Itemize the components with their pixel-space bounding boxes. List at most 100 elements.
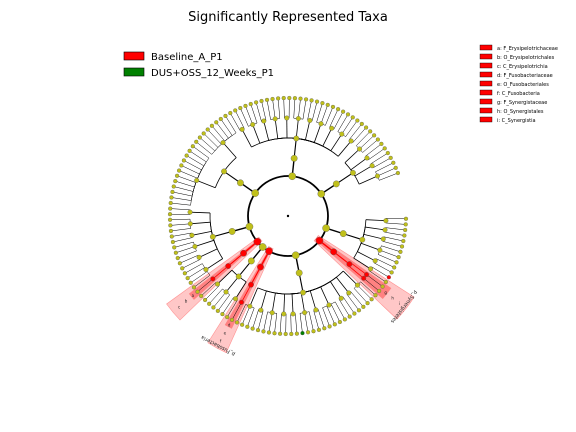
tree-node-171 xyxy=(318,121,324,127)
tree-node-44 xyxy=(337,319,342,325)
tree-node-27 xyxy=(361,275,367,281)
tree-node-71 xyxy=(265,247,273,255)
taxa-swatch-b xyxy=(479,53,493,60)
tree-node-179 xyxy=(345,112,351,117)
clade-letter-d: d xyxy=(228,323,231,328)
tree-node-87 xyxy=(203,297,208,303)
tree-node-60 xyxy=(269,310,275,316)
tree-node-147 xyxy=(239,126,245,132)
tree-node-31 xyxy=(300,289,306,296)
tree-node-50 xyxy=(302,310,308,316)
tree-node-167 xyxy=(303,97,309,102)
tree-node-118 xyxy=(168,206,173,211)
tree-node-37 xyxy=(361,304,366,309)
tree-node-86 xyxy=(215,281,220,287)
tree-node-192 xyxy=(364,155,370,161)
legend-label-0: Baseline_A_P1 xyxy=(151,52,223,63)
tree-node-41 xyxy=(347,314,352,319)
tree-node-51 xyxy=(311,329,316,334)
tree-node-54 xyxy=(290,311,296,317)
tree-node-65 xyxy=(255,328,261,333)
tree-node-136 xyxy=(194,139,199,144)
tree-node-42 xyxy=(326,302,332,308)
tree-node-20 xyxy=(386,275,391,280)
tree-node-43 xyxy=(342,317,347,322)
tree-node-66 xyxy=(250,326,255,331)
tree-node-152 xyxy=(243,103,248,109)
tree-node-188 xyxy=(357,146,363,152)
tree-node-116 xyxy=(187,209,193,215)
tree-node-199 xyxy=(391,160,396,165)
tree-node-58 xyxy=(283,331,288,337)
tree-node-78 xyxy=(235,273,242,280)
tree-node-102 xyxy=(196,254,202,260)
tree-node-195 xyxy=(369,163,375,169)
tree-node-131 xyxy=(181,158,186,163)
tree-node-3 xyxy=(383,218,389,224)
taxa-legend: a: F_Erysipelotrichaceae b: O_Erysipelotr… xyxy=(479,44,558,124)
tree-node-47 xyxy=(313,307,319,313)
root-node xyxy=(286,214,290,218)
tree-node-9 xyxy=(380,236,386,242)
tree-node-81 xyxy=(220,312,225,317)
tree-node-103 xyxy=(180,266,185,271)
tree-node-99 xyxy=(188,280,193,285)
tree-node-129 xyxy=(177,168,182,173)
tree-node-63 xyxy=(261,329,266,334)
tree-node-155 xyxy=(254,100,259,105)
taxa-swatch-i xyxy=(479,116,493,123)
tree-node-189 xyxy=(368,129,373,134)
legend-label-1: DUS+OSS_12_Weeks_P1 xyxy=(151,68,274,79)
tree-node-138 xyxy=(201,131,206,136)
clade-letter-g: g xyxy=(384,290,387,295)
tree-node-11 xyxy=(399,244,405,249)
tree-node-127 xyxy=(173,179,178,184)
tree-node-143 xyxy=(223,113,228,119)
tree-node-64 xyxy=(258,307,264,313)
tree-node-165 xyxy=(292,96,297,101)
tree-node-183 xyxy=(359,121,364,127)
tree-node-110 xyxy=(170,239,175,245)
tree-node-46 xyxy=(327,324,332,329)
tree-node-105 xyxy=(192,244,198,250)
clade-letter-c: c xyxy=(178,305,180,310)
tree-node-26 xyxy=(380,284,385,289)
tree-node-83 xyxy=(215,308,220,313)
tree-node-1 xyxy=(339,230,347,237)
tree-node-17 xyxy=(392,265,397,270)
tree-node-196 xyxy=(385,150,390,156)
tree-node-98 xyxy=(191,285,197,290)
tree-node-30 xyxy=(295,269,303,277)
tree-node-130 xyxy=(179,163,184,168)
tree-node-84 xyxy=(211,305,216,310)
tree-node-90 xyxy=(240,249,247,257)
taxa-label-i: i: C_Synergistia xyxy=(497,118,536,124)
tree-node-158 xyxy=(264,97,270,102)
taxa-swatch-c xyxy=(479,62,493,69)
tree-node-169 xyxy=(309,98,314,103)
tree-node-135 xyxy=(220,140,226,146)
tree-node-111 xyxy=(169,234,174,239)
tree-node-191 xyxy=(375,137,380,142)
tree-node-92 xyxy=(210,276,216,282)
tree-node-70 xyxy=(234,320,240,325)
taxa-swatch-e xyxy=(479,80,493,87)
tree-node-175 xyxy=(329,125,335,131)
tree-node-172 xyxy=(320,101,325,106)
tree-node-126 xyxy=(171,184,176,189)
root-ring xyxy=(247,175,329,257)
taxa-swatch-h xyxy=(479,107,493,114)
tree-nodes xyxy=(167,95,409,337)
tree-node-23 xyxy=(330,248,338,256)
tree-node-198 xyxy=(374,173,380,179)
tree-node-145 xyxy=(290,154,298,162)
tree-node-157 xyxy=(272,116,278,122)
tree-node-25 xyxy=(364,272,370,278)
tree-node-73 xyxy=(248,281,254,288)
tree-node-59 xyxy=(278,331,283,336)
tree-node-55 xyxy=(294,331,299,336)
tree-node-113 xyxy=(168,228,174,234)
tree-node-21 xyxy=(383,279,388,285)
tree-node-104 xyxy=(177,261,182,266)
tree-node-184 xyxy=(364,125,369,130)
